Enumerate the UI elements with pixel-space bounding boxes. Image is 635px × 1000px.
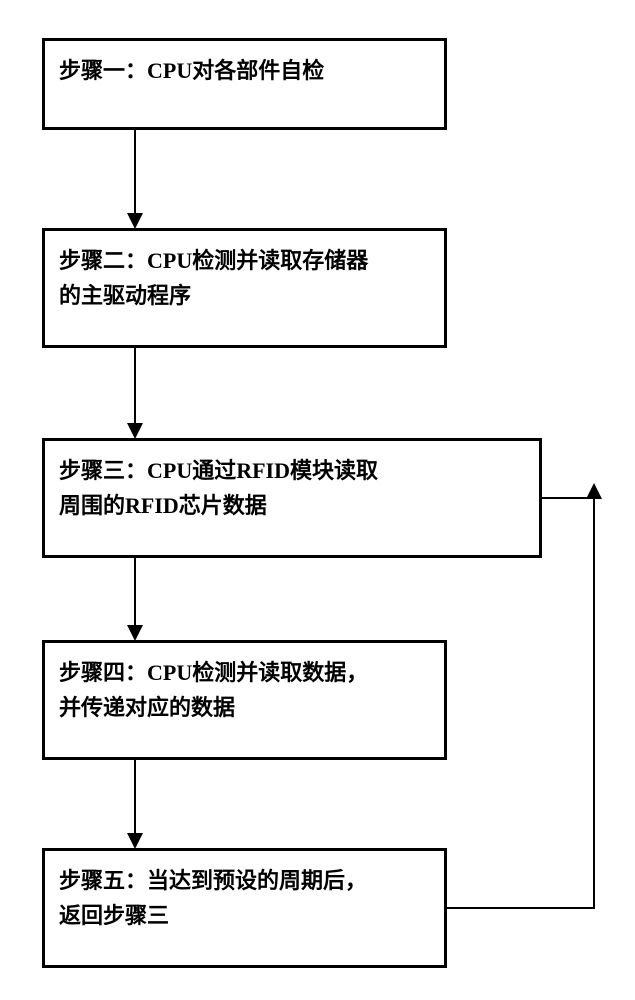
edge-arrowhead <box>127 625 143 641</box>
flowchart-node-step5: 步骤五：当达到预设的周期后， 返回步骤三 <box>42 848 447 968</box>
flowchart-node-step2: 步骤二：CPU检测并读取存储器 的主驱动程序 <box>42 228 447 348</box>
node-label-line1: 步骤三：CPU通过RFID模块读取 <box>59 458 378 483</box>
edge-step5-step3-h1 <box>447 907 595 909</box>
edge-step1-step2 <box>134 130 136 214</box>
node-label-line2: 返回步骤三 <box>59 903 169 928</box>
node-label-line2: 的主驱动程序 <box>59 283 191 308</box>
node-label-line1: 步骤四：CPU检测并读取数据， <box>59 660 368 685</box>
node-label-line1: 步骤二：CPU检测并读取存储器 <box>59 248 368 273</box>
edge-arrowhead <box>127 213 143 229</box>
edge-step4-step5 <box>134 760 136 834</box>
edge-arrowhead <box>127 423 143 439</box>
edge-step2-step3 <box>134 348 136 424</box>
node-label-line2: 并传递对应的数据 <box>59 695 235 720</box>
node-label-line2: 周围的RFID芯片数据 <box>59 493 267 518</box>
edge-arrowhead-loopback <box>586 483 602 499</box>
edge-arrowhead <box>127 833 143 849</box>
edge-step3-step4 <box>134 558 136 626</box>
flowchart-node-step3: 步骤三：CPU通过RFID模块读取 周围的RFID芯片数据 <box>42 438 542 558</box>
flowchart-node-step1: 步骤一：CPU对各部件自检 <box>42 38 447 130</box>
flowchart-node-step4: 步骤四：CPU检测并读取数据， 并传递对应的数据 <box>42 640 447 760</box>
node-label-line1: 步骤五：当达到预设的周期后， <box>59 868 367 893</box>
node-label: 步骤一：CPU对各部件自检 <box>59 58 324 83</box>
edge-step5-step3-v <box>593 497 595 909</box>
